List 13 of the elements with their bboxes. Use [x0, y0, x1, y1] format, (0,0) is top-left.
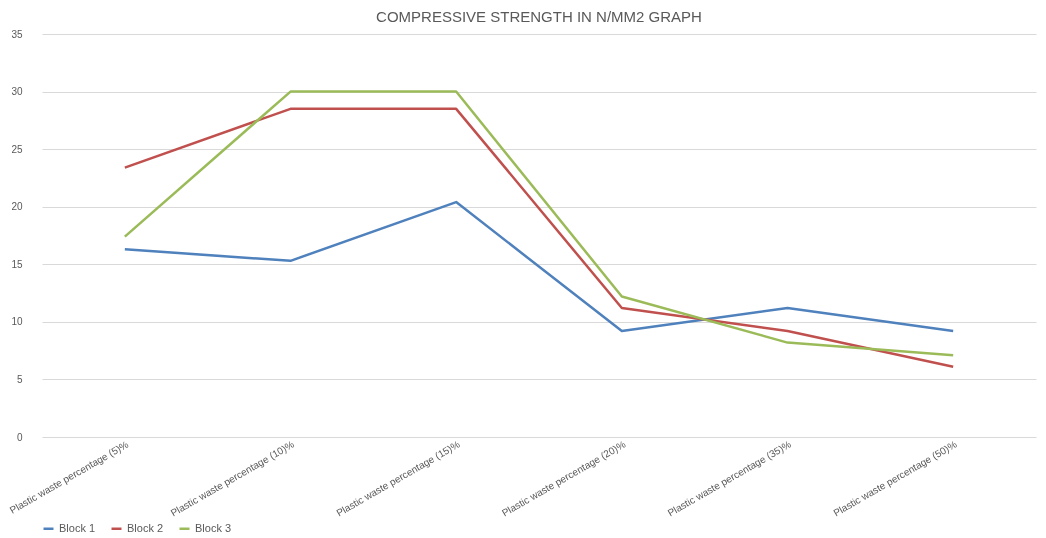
legend-label: Block 3 — [195, 521, 232, 534]
y-tick-label: 15 — [11, 258, 23, 270]
y-tick-label: 35 — [11, 28, 23, 40]
legend-label: Block 1 — [59, 521, 96, 534]
y-tick-label: 30 — [11, 86, 23, 98]
legend-label: Block 2 — [127, 521, 164, 534]
chart-title: COMPRESSIVE STRENGTH IN N/MM2 GRAPH — [376, 8, 702, 25]
y-tick-label: 5 — [16, 373, 23, 385]
y-tick-label: 0 — [16, 431, 23, 443]
line-series — [123, 200, 955, 333]
y-tick-label: 25 — [11, 143, 23, 155]
y-tick-label: 10 — [11, 316, 23, 328]
y-tick-label: 20 — [11, 201, 23, 213]
